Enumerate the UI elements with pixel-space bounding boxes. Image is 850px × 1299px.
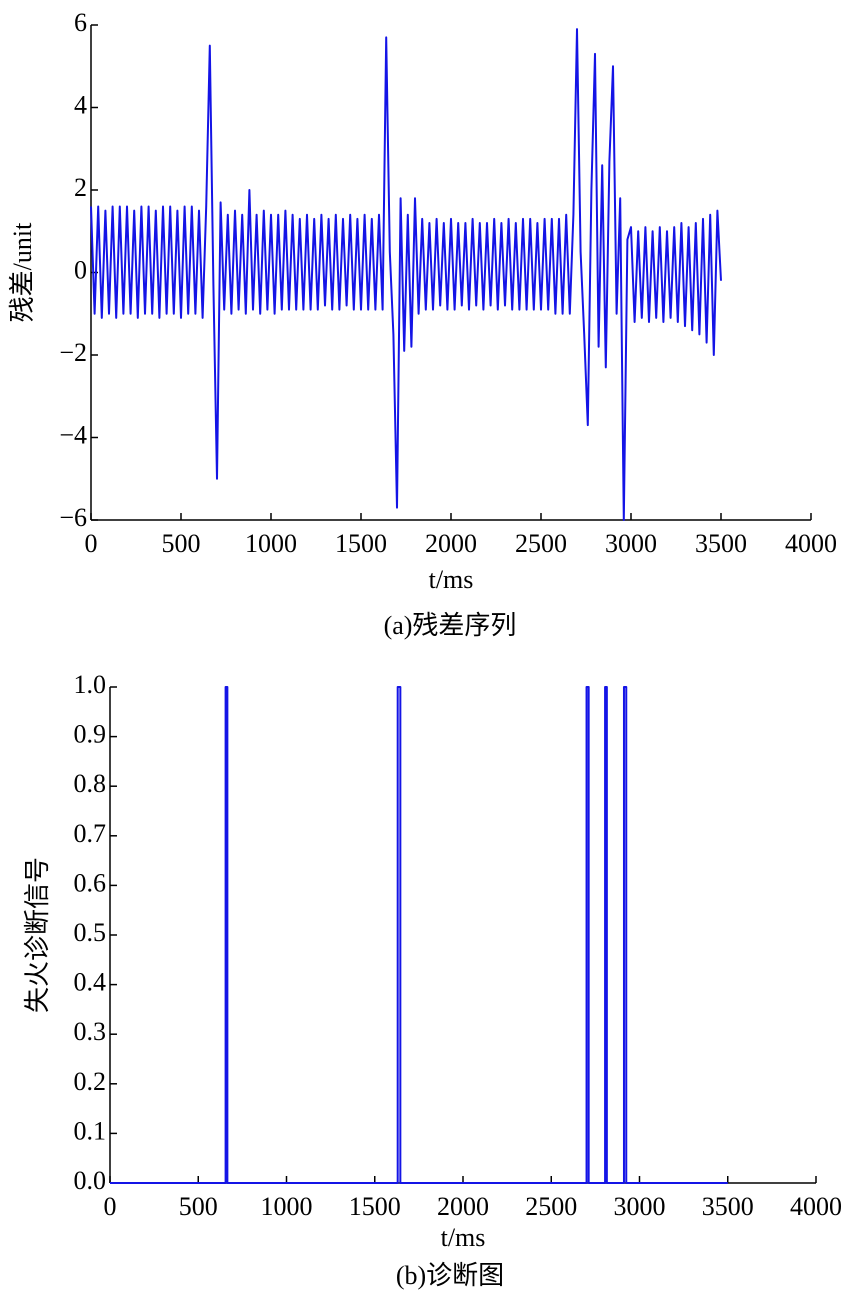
- y-tick-label: 0.5: [74, 918, 107, 947]
- y-tick-label: −6: [59, 503, 87, 532]
- y-tick-label: −2: [59, 338, 87, 367]
- y-tick-label: 4: [74, 90, 87, 119]
- y-tick-label: 2: [74, 173, 87, 202]
- x-axis-label: t/ms: [441, 1223, 486, 1252]
- x-axis-label: t/ms: [429, 565, 474, 594]
- y-tick-label: 0.8: [74, 769, 107, 798]
- x-tick-label: 1000: [245, 529, 297, 558]
- x-tick-label: 0: [104, 1192, 117, 1221]
- data-line: [90, 28, 722, 521]
- y-tick-label: 0.2: [74, 1067, 107, 1096]
- x-tick-label: 2500: [515, 529, 567, 558]
- y-tick-label: 6: [74, 8, 87, 37]
- y-tick-label: 1.0: [74, 670, 107, 699]
- caption: (a)残差序列: [384, 611, 517, 640]
- x-tick-label: 2000: [437, 1192, 489, 1221]
- x-tick-label: 500: [179, 1192, 218, 1221]
- y-tick-label: 0.9: [74, 720, 107, 749]
- y-tick-label: 0.3: [74, 1017, 107, 1046]
- y-tick-label: 0.0: [74, 1166, 107, 1195]
- x-tick-label: 2000: [425, 529, 477, 558]
- y-tick-label: 0.6: [74, 868, 107, 897]
- x-tick-label: 0: [85, 529, 98, 558]
- y-axis-label: 失火诊断信号: [23, 857, 52, 1013]
- x-tick-label: 3000: [614, 1192, 666, 1221]
- x-tick-label: 500: [162, 529, 201, 558]
- x-tick-label: 3000: [605, 529, 657, 558]
- y-tick-label: 0.7: [74, 819, 107, 848]
- caption: (b)诊断图: [396, 1261, 504, 1290]
- y-tick-label: −4: [59, 420, 87, 449]
- y-tick-label: 0.1: [74, 1116, 107, 1145]
- x-tick-label: 1000: [261, 1192, 313, 1221]
- y-tick-label: 0.4: [74, 968, 107, 997]
- x-tick-label: 4000: [785, 529, 837, 558]
- x-tick-label: 3500: [695, 529, 747, 558]
- x-tick-label: 1500: [349, 1192, 401, 1221]
- y-axis-label: 残差/unit: [8, 222, 37, 322]
- data-line: [110, 686, 728, 1184]
- x-tick-label: 2500: [525, 1192, 577, 1221]
- x-tick-label: 4000: [790, 1192, 842, 1221]
- x-tick-label: 1500: [335, 529, 387, 558]
- y-tick-label: 0: [74, 255, 87, 284]
- x-tick-label: 3500: [702, 1192, 754, 1221]
